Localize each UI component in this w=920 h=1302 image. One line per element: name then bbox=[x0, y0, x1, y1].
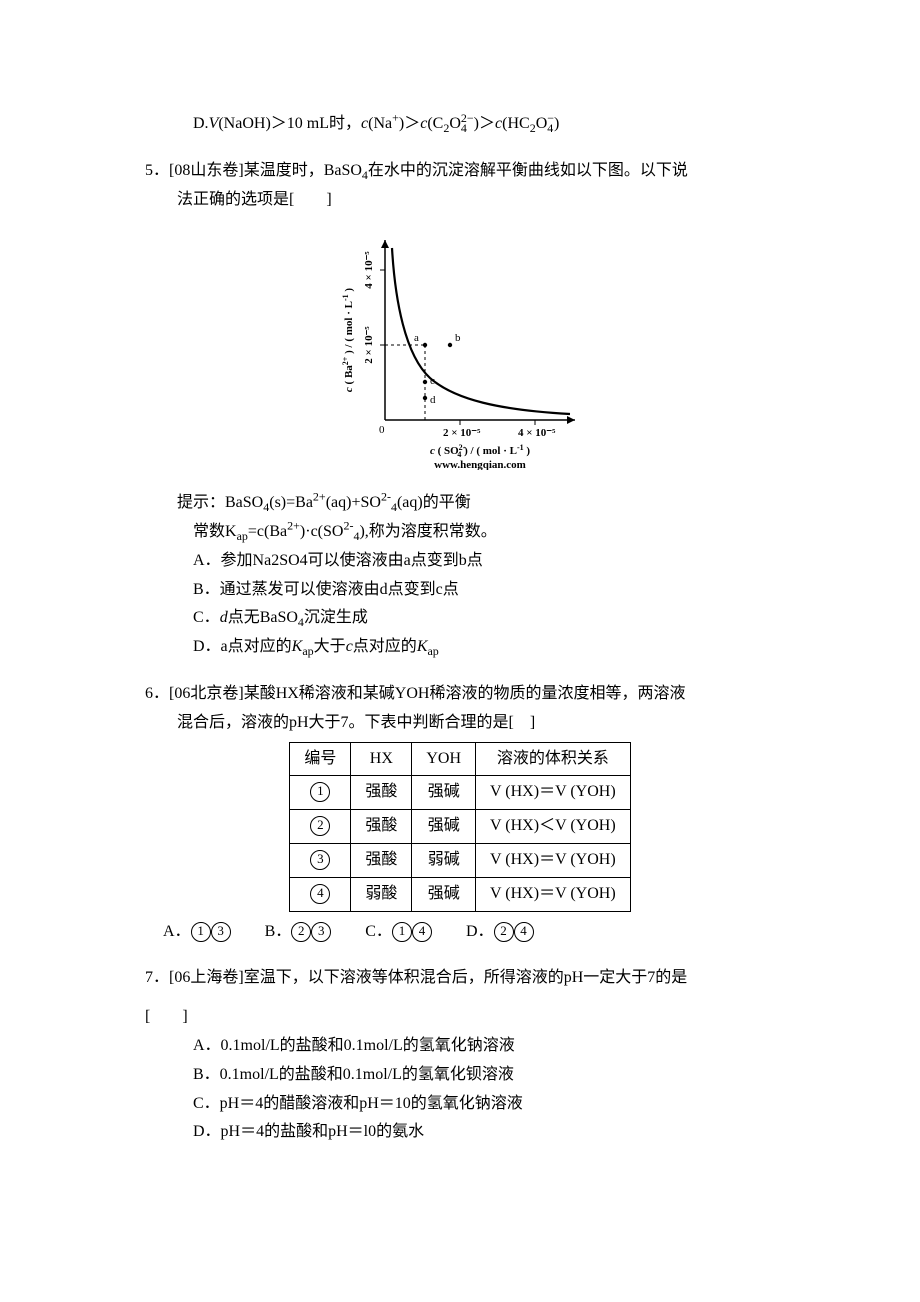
q5-stem1: 某温度时，BaSO4在水中的沉淀溶解平衡曲线如以下图。以下说 bbox=[244, 162, 688, 179]
question-6: 6．[06北京卷]某酸HX稀溶液和某碱YOH稀溶液的物质的量浓度相等，两溶液 混… bbox=[145, 680, 775, 946]
row3-num: 3 bbox=[310, 850, 330, 870]
q7-opt-d: D．pH＝4的盐酸和pH＝l0的氨水 bbox=[193, 1118, 775, 1147]
chart-pt-b: b bbox=[455, 332, 461, 344]
row1-num: 1 bbox=[310, 782, 330, 802]
table-row: 3 强酸 弱碱 V (HX)＝V (YOH) bbox=[290, 843, 630, 877]
q7-stem1: 室温下，以下溶液等体积混合后，所得溶液的pH一定大于7的是 bbox=[244, 969, 688, 986]
q5-opt-a: A．参加Na2SO4可以使溶液由a点变到b点 bbox=[193, 547, 775, 576]
chart-pt-c: c bbox=[430, 375, 435, 387]
th-hx: HX bbox=[351, 742, 412, 776]
chart-pt-d: d bbox=[430, 394, 436, 406]
q5-figure: a b c d 0 2 × 10⁻⁵ 4 × 10⁻⁵ 2 × 10⁻⁵ 4 ×… bbox=[145, 230, 775, 481]
row1-rel: V (HX)＝V (YOH) bbox=[476, 776, 631, 810]
q6-ans-a: A．13 bbox=[163, 918, 231, 947]
row1-yoh: 强碱 bbox=[412, 776, 476, 810]
q6-answers: A．13 B．23 C．14 D．24 bbox=[163, 918, 775, 947]
q5-hint-line2: 常数Kap=c(Ba2+)·c(SO2-4),称为溶度积常数。 bbox=[193, 518, 775, 547]
q7-opt-b: B．0.1mol/L的盐酸和0.1mol/L的氢氧化钡溶液 bbox=[193, 1061, 775, 1090]
row3-hx: 强酸 bbox=[351, 843, 412, 877]
question-5: 5．[08山东卷]某温度时，BaSO4在水中的沉淀溶解平衡曲线如以下图。以下说 … bbox=[145, 157, 775, 662]
chart-watermark: www.hengqian.com bbox=[434, 459, 526, 470]
q5-hint-line1: 提示：BaSO4(s)=Ba2+(aq)+SO2-4(aq)的平衡 bbox=[177, 489, 775, 518]
q6-number: 6． bbox=[145, 685, 169, 702]
q4d-text: V(NaOH)＞10 mL时，c(Na+)＞c(C2O2−4)＞c(HC2O−4… bbox=[209, 115, 560, 132]
table-row: 2 强酸 强碱 V (HX)＜V (YOH) bbox=[290, 810, 630, 844]
q6-ans-c: C．14 bbox=[365, 918, 432, 947]
document-page: D.V(NaOH)＞10 mL时，c(Na+)＞c(C2O2−4)＞c(HC2O… bbox=[0, 0, 920, 1207]
chart-origin: 0 bbox=[379, 424, 385, 436]
th-yoh: YOH bbox=[412, 742, 476, 776]
row4-rel: V (HX)＝V (YOH) bbox=[476, 877, 631, 911]
row2-num: 2 bbox=[310, 816, 330, 836]
row3-rel: V (HX)＝V (YOH) bbox=[476, 843, 631, 877]
th-num: 编号 bbox=[290, 742, 351, 776]
row4-hx: 弱酸 bbox=[351, 877, 412, 911]
row1-hx: 强酸 bbox=[351, 776, 412, 810]
chart-xtick2: 4 × 10⁻⁵ bbox=[518, 427, 556, 439]
q5-stem-line1: 5．[08山东卷]某温度时，BaSO4在水中的沉淀溶解平衡曲线如以下图。以下说 bbox=[145, 157, 775, 186]
q6-stem1: 某酸HX稀溶液和某碱YOH稀溶液的物质的量浓度相等，两溶液 bbox=[244, 685, 686, 702]
q7-opt-a: A．0.1mol/L的盐酸和0.1mol/L的氢氧化钠溶液 bbox=[193, 1032, 775, 1061]
q7-bracket: [ ] bbox=[145, 1003, 775, 1032]
q6-stem-line2: 混合后，溶液的pH大于7。下表中判断合理的是[ ] bbox=[177, 709, 775, 738]
chart-pt-a: a bbox=[414, 332, 419, 344]
q6-table: 编号 HX YOH 溶液的体积关系 1 强酸 强碱 V (HX)＝V (YOH)… bbox=[289, 742, 630, 912]
q5-opt-b: B．通过蒸发可以使溶液由d点变到c点 bbox=[193, 576, 775, 605]
q6-ans-b: B．23 bbox=[265, 918, 332, 947]
q7-tag: [06上海卷] bbox=[169, 969, 244, 986]
q7-number: 7． bbox=[145, 969, 169, 986]
question-7: 7．[06上海卷]室温下，以下溶液等体积混合后，所得溶液的pH一定大于7的是 [… bbox=[145, 964, 775, 1147]
row4-yoh: 强碱 bbox=[412, 877, 476, 911]
chart-xlabel: c ( SO2-4 ) / ( mol · L-1 ) bbox=[430, 443, 530, 459]
chart-xtick1: 2 × 10⁻⁵ bbox=[443, 427, 481, 439]
row4-num: 4 bbox=[310, 884, 330, 904]
q6-tag: [06北京卷] bbox=[169, 685, 244, 702]
q4-option-d: D.V(NaOH)＞10 mL时，c(Na+)＞c(C2O2−4)＞c(HC2O… bbox=[193, 110, 775, 139]
chart-ytick1: 2 × 10⁻⁵ bbox=[363, 326, 375, 364]
q7-opt-c: C．pH＝4的醋酸溶液和pH＝10的氢氧化钠溶液 bbox=[193, 1090, 775, 1119]
q7-stem-line1: 7．[06上海卷]室温下，以下溶液等体积混合后，所得溶液的pH一定大于7的是 bbox=[145, 964, 775, 993]
row2-hx: 强酸 bbox=[351, 810, 412, 844]
table-row: 4 弱酸 强碱 V (HX)＝V (YOH) bbox=[290, 877, 630, 911]
solubility-curve-chart: a b c d 0 2 × 10⁻⁵ 4 × 10⁻⁵ 2 × 10⁻⁵ 4 ×… bbox=[330, 230, 590, 470]
th-rel: 溶液的体积关系 bbox=[476, 742, 631, 776]
q5-opt-c: C．d点无BaSO4沉淀生成 bbox=[193, 604, 775, 633]
q5-stem-line2: 法正确的选项是[ ] bbox=[177, 186, 775, 215]
q6-ans-d: D．24 bbox=[466, 918, 534, 947]
table-row: 1 强酸 强碱 V (HX)＝V (YOH) bbox=[290, 776, 630, 810]
row2-rel: V (HX)＜V (YOH) bbox=[476, 810, 631, 844]
chart-ytick2: 4 × 10⁻⁵ bbox=[363, 251, 375, 289]
row3-yoh: 弱碱 bbox=[412, 843, 476, 877]
row2-yoh: 强碱 bbox=[412, 810, 476, 844]
table-header-row: 编号 HX YOH 溶液的体积关系 bbox=[290, 742, 630, 776]
q4d-prefix: D. bbox=[193, 115, 209, 132]
q5-tag: [08山东卷] bbox=[169, 162, 244, 179]
q5-opt-d: D．a点对应的Kap大于c点对应的Kap bbox=[193, 633, 775, 662]
q5-number: 5． bbox=[145, 162, 169, 179]
chart-ylabel: c ( Ba2+ ) / ( mol · L-1 ) bbox=[341, 288, 355, 392]
q6-stem-line1: 6．[06北京卷]某酸HX稀溶液和某碱YOH稀溶液的物质的量浓度相等，两溶液 bbox=[145, 680, 775, 709]
